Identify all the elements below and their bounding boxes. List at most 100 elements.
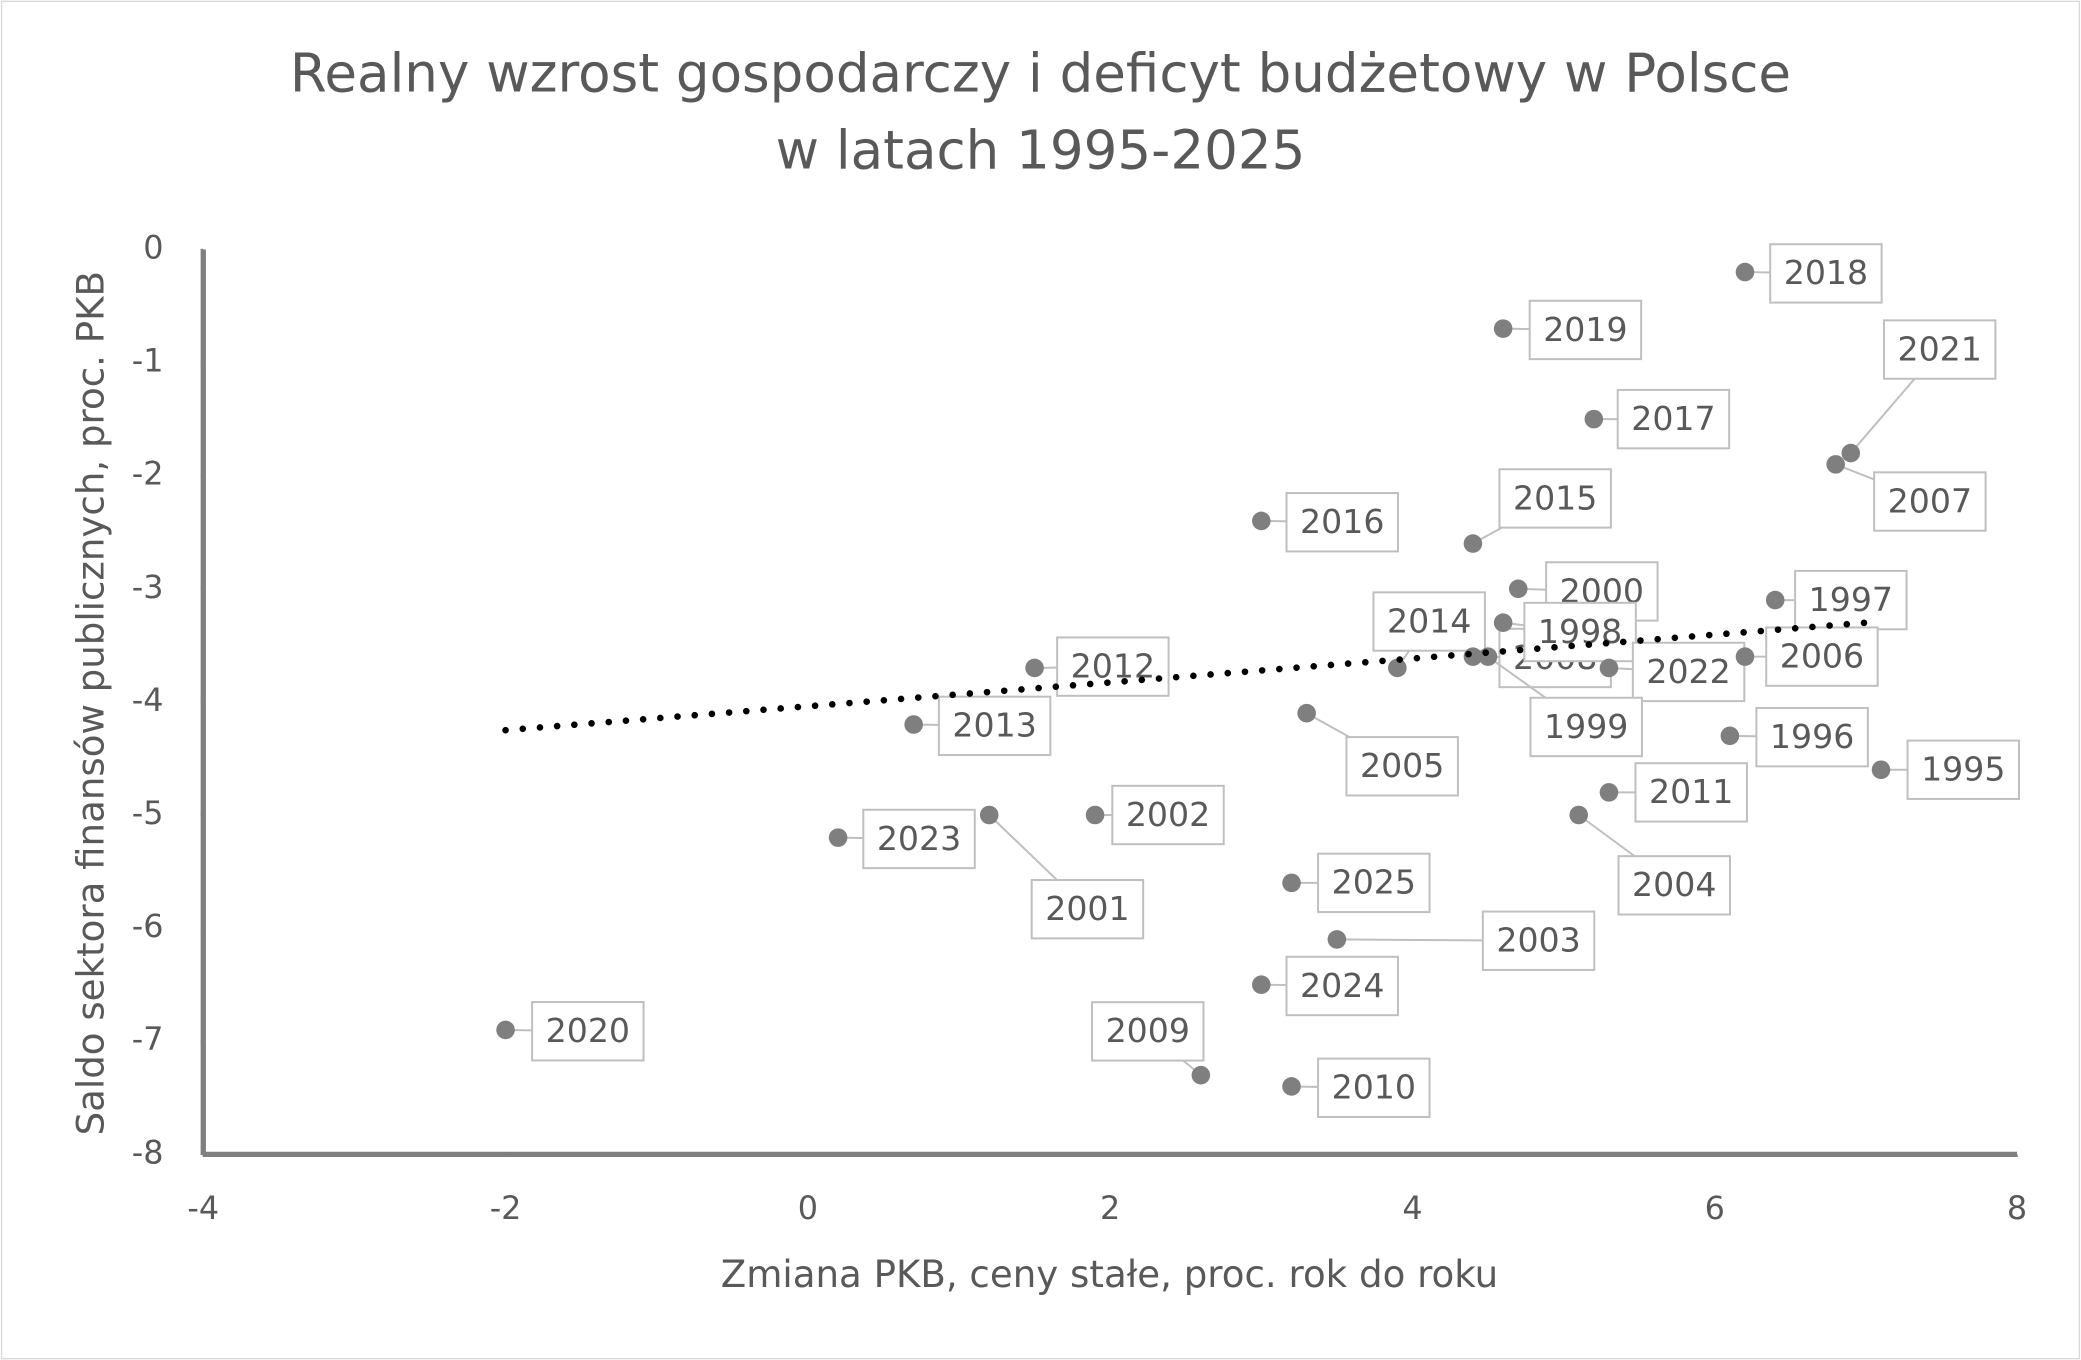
label-box bbox=[1111, 784, 1225, 846]
data-label: 2025 bbox=[1332, 863, 1416, 902]
label-box bbox=[1091, 1001, 1205, 1062]
x-tick-label: 8 bbox=[2007, 1189, 2027, 1227]
point bbox=[1765, 590, 1785, 610]
point bbox=[1720, 726, 1740, 746]
point bbox=[1735, 647, 1755, 666]
data-label: 2005 bbox=[1360, 746, 1444, 785]
y-tick-label: -7 bbox=[132, 1020, 164, 1058]
data-label: 2024 bbox=[1300, 966, 1384, 1005]
point bbox=[1297, 703, 1316, 723]
point bbox=[904, 715, 923, 734]
x-tick-label: 2 bbox=[1100, 1189, 1120, 1227]
data-label: 2009 bbox=[1106, 1011, 1190, 1050]
data-label: 2023 bbox=[877, 819, 961, 858]
label-box bbox=[1372, 591, 1486, 652]
point bbox=[496, 1020, 515, 1040]
data-label: 1999 bbox=[1544, 707, 1628, 746]
data-label: 2017 bbox=[1631, 399, 1715, 438]
point bbox=[1826, 455, 1845, 474]
data-label: 2020 bbox=[546, 1011, 630, 1050]
data-label: 2002 bbox=[1126, 795, 1210, 834]
label-box bbox=[1906, 739, 2020, 800]
point bbox=[828, 828, 848, 847]
label-box bbox=[1765, 626, 1879, 687]
data-label: 2011 bbox=[1649, 772, 1733, 811]
data-label: 1996 bbox=[1770, 717, 1854, 756]
data-label: 2006 bbox=[1780, 636, 1864, 675]
label-box bbox=[1769, 243, 1883, 304]
label-box bbox=[1794, 569, 1908, 631]
data-label: 2022 bbox=[1646, 652, 1730, 691]
point bbox=[1599, 658, 1619, 678]
point bbox=[1493, 319, 1513, 338]
label-box bbox=[1755, 706, 1869, 768]
x-tick-label: 0 bbox=[798, 1189, 818, 1227]
x-tick-label: -2 bbox=[490, 1189, 522, 1227]
label-box bbox=[1498, 468, 1612, 529]
chart-title: Realny wzrost gospodarczy i deficyt budż… bbox=[290, 43, 1791, 105]
data-label: 2018 bbox=[1784, 253, 1868, 292]
label-box bbox=[1529, 696, 1643, 758]
label-box bbox=[1030, 879, 1145, 940]
point bbox=[1735, 262, 1755, 282]
point bbox=[1327, 930, 1347, 949]
label-box bbox=[1528, 299, 1643, 361]
point bbox=[1599, 783, 1619, 802]
data-label: 1997 bbox=[1809, 580, 1893, 619]
label-box bbox=[862, 808, 976, 870]
x-tick-label: -4 bbox=[187, 1189, 219, 1227]
point bbox=[1871, 760, 1891, 780]
point bbox=[1388, 658, 1407, 678]
point bbox=[1463, 534, 1483, 553]
point bbox=[1085, 805, 1105, 825]
label-box bbox=[1873, 471, 1987, 532]
label-box bbox=[531, 1001, 645, 1062]
label-box bbox=[1523, 601, 1637, 663]
label-box bbox=[1285, 955, 1399, 1017]
x-tick-label: 6 bbox=[1705, 1189, 1725, 1227]
point bbox=[1493, 613, 1513, 633]
y-tick-label: 0 bbox=[143, 228, 163, 266]
point bbox=[1569, 805, 1589, 825]
trendline bbox=[502, 619, 1870, 734]
label-box bbox=[1317, 1057, 1431, 1118]
point bbox=[979, 805, 999, 825]
data-label: 2015 bbox=[1513, 478, 1597, 517]
point bbox=[1282, 1077, 1301, 1096]
data-label: 2003 bbox=[1496, 921, 1580, 960]
label-box bbox=[1631, 641, 1746, 703]
x-axis-label: Zmiana PKB, ceny stałe, proc. rok do rok… bbox=[721, 1253, 1498, 1296]
point bbox=[1584, 409, 1604, 429]
label-box bbox=[1285, 492, 1399, 553]
y-axis-label: Saldo sektora finansów publicznych, proc… bbox=[70, 271, 113, 1135]
label-box bbox=[1616, 388, 1731, 450]
label-box bbox=[1634, 762, 1748, 823]
point bbox=[1478, 647, 1498, 666]
label-box bbox=[1617, 855, 1731, 916]
point bbox=[1191, 1065, 1211, 1085]
point bbox=[1282, 873, 1301, 893]
data-label: 1998 bbox=[1538, 612, 1622, 651]
data-label: 2019 bbox=[1543, 310, 1627, 349]
chart-subtitle: w latach 1995-2025 bbox=[776, 120, 1306, 182]
point bbox=[1508, 579, 1528, 599]
y-tick-label: -8 bbox=[132, 1133, 164, 1171]
point bbox=[1025, 658, 1044, 678]
y-tick-label: -2 bbox=[132, 455, 164, 493]
data-label: 2014 bbox=[1387, 601, 1471, 640]
data-label: 2013 bbox=[952, 706, 1036, 745]
label-box bbox=[1481, 910, 1596, 971]
label-box bbox=[1317, 852, 1431, 914]
y-tick-label: -5 bbox=[132, 794, 164, 832]
data-label: 2004 bbox=[1632, 865, 1716, 904]
y-tick-label: -6 bbox=[132, 907, 164, 945]
data-label: 2007 bbox=[1888, 481, 1972, 520]
data-label: 2001 bbox=[1045, 889, 1129, 928]
label-box bbox=[937, 695, 1052, 757]
y-tick-label: -3 bbox=[132, 568, 164, 606]
data-label: 2016 bbox=[1300, 502, 1384, 541]
y-tick-label: -4 bbox=[132, 681, 164, 719]
data-label: 2021 bbox=[1897, 329, 1981, 368]
data-label: 1995 bbox=[1921, 750, 2005, 789]
